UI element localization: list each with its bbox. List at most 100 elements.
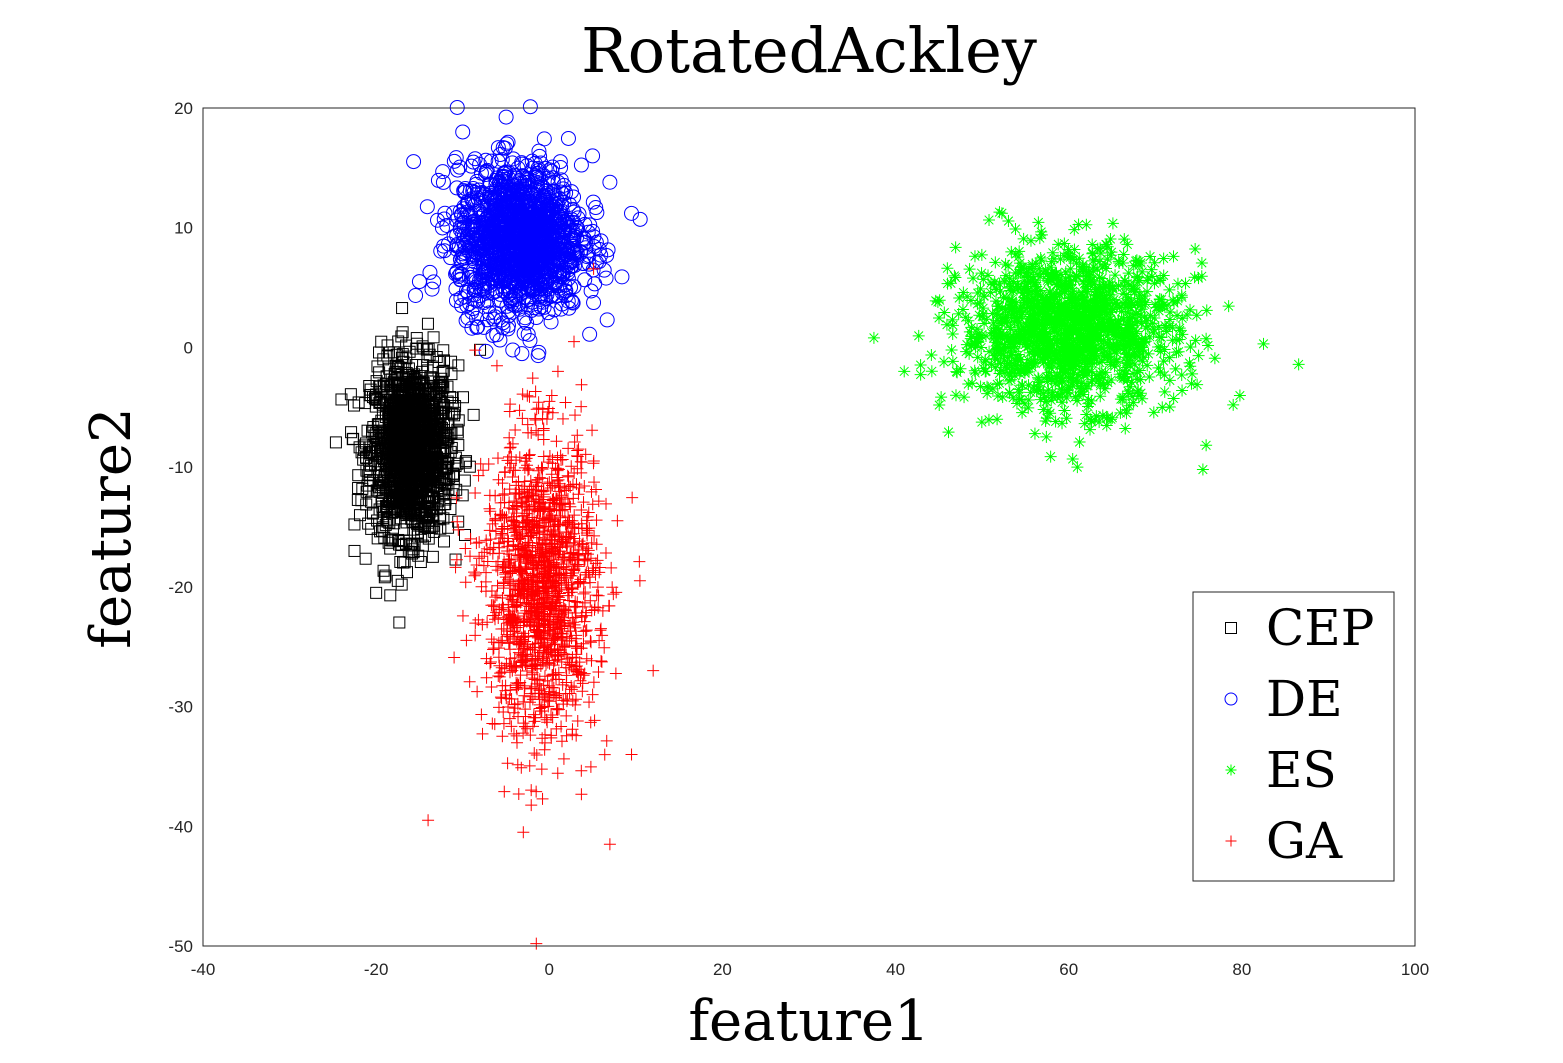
data-point (344, 388, 357, 401)
data-point (408, 287, 424, 303)
data-point (1117, 248, 1130, 261)
data-point (1119, 422, 1132, 435)
data-point (445, 441, 458, 454)
data-point (424, 496, 437, 509)
data-point (974, 380, 987, 393)
data-point (435, 164, 451, 180)
data-point (1134, 256, 1147, 269)
data-point (969, 367, 982, 380)
data-point (1054, 372, 1067, 385)
data-point (1017, 232, 1030, 245)
data-point (400, 509, 413, 522)
data-point (933, 294, 946, 307)
data-point (1044, 450, 1057, 463)
data-point (1025, 297, 1038, 310)
data-point (1208, 352, 1221, 365)
data-point (1119, 351, 1132, 364)
data-point (437, 344, 450, 357)
data-point (580, 224, 596, 240)
data-point (1009, 266, 1022, 279)
data-point (438, 488, 451, 501)
data-point (463, 460, 476, 473)
data-point (415, 377, 428, 390)
data-point (963, 263, 976, 276)
data-point (1176, 312, 1189, 325)
data-point (329, 436, 342, 449)
data-point (1048, 347, 1061, 360)
data-point (1083, 321, 1096, 334)
data-point (361, 469, 374, 482)
data-point (428, 525, 441, 538)
data-point (379, 569, 392, 582)
data-point (1032, 344, 1045, 357)
data-point (975, 416, 988, 429)
data-point (1200, 332, 1213, 345)
data-point (986, 307, 999, 320)
data-point (1006, 295, 1019, 308)
data-point (1004, 323, 1017, 336)
data-point (1146, 317, 1159, 330)
data-point (420, 463, 433, 476)
data-point (1009, 248, 1022, 261)
data-point (1117, 372, 1130, 385)
data-point (407, 543, 420, 556)
data-point (412, 432, 425, 445)
data-point (357, 453, 370, 466)
data-point (1257, 337, 1270, 350)
data-point (1195, 270, 1208, 283)
data-point (1016, 406, 1029, 419)
data-point (968, 250, 981, 263)
data-point (968, 364, 981, 377)
data-point (424, 420, 437, 433)
data-point (925, 349, 938, 362)
data-point (1192, 349, 1205, 362)
data-point (988, 324, 1001, 337)
data-point (1056, 417, 1069, 430)
data-point (1082, 379, 1095, 392)
data-point (991, 389, 1004, 402)
data-point (1200, 439, 1213, 452)
data-point (1158, 343, 1171, 356)
data-point (415, 530, 428, 543)
series-de (406, 99, 648, 364)
data-point (438, 354, 451, 367)
data-point (382, 536, 395, 549)
data-point (360, 437, 373, 450)
data-point (430, 351, 443, 364)
data-point (937, 355, 950, 368)
x-tick-label: 60 (1059, 960, 1078, 979)
data-point (1102, 279, 1115, 292)
data-point (1131, 276, 1144, 289)
data-point (425, 417, 438, 430)
y-tick-label: -40 (168, 817, 193, 836)
data-point (962, 378, 975, 391)
data-point (1167, 250, 1180, 263)
data-point (371, 442, 384, 455)
data-point (439, 493, 452, 506)
data-point (1111, 298, 1124, 311)
data-point (384, 475, 397, 488)
data-point (393, 616, 406, 629)
data-point (1076, 353, 1089, 366)
data-point (1115, 371, 1128, 384)
data-point (1013, 316, 1026, 329)
data-point (382, 412, 395, 425)
data-point (1142, 347, 1155, 360)
data-point (358, 443, 371, 456)
data-point (345, 426, 358, 439)
data-point (958, 391, 971, 404)
data-point (1083, 264, 1096, 277)
data-point (1017, 260, 1030, 273)
data-point (352, 396, 365, 409)
data-point (1084, 294, 1097, 307)
data-point (458, 313, 474, 329)
data-point (971, 351, 984, 364)
data-point (437, 418, 450, 431)
data-point (1049, 268, 1062, 281)
data-point (396, 326, 409, 339)
data-point (1121, 319, 1134, 332)
data-point (1051, 332, 1064, 345)
data-point (380, 482, 393, 495)
data-point (417, 342, 430, 355)
data-point (1175, 368, 1188, 381)
